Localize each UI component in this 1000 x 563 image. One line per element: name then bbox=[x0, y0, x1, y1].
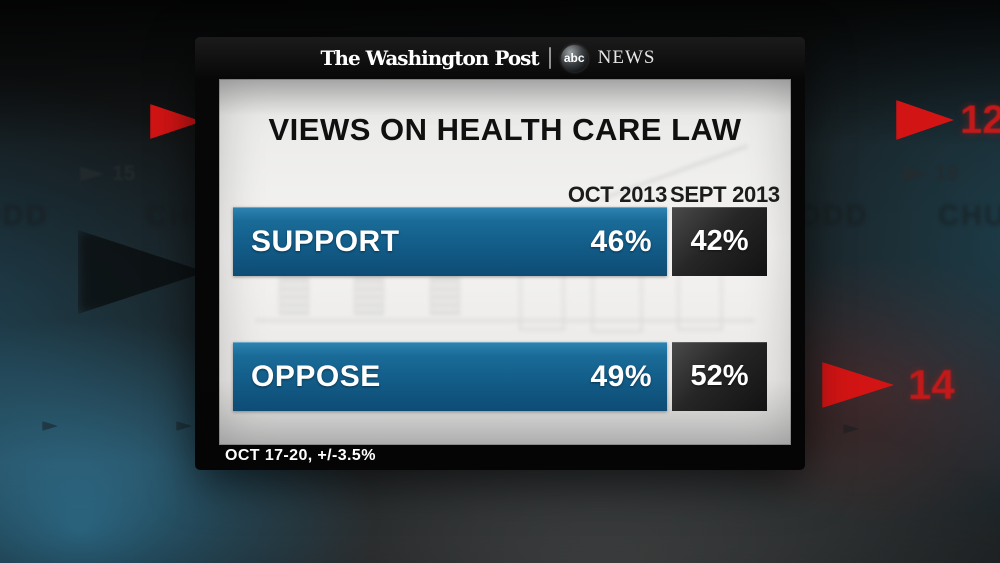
poll-graphic-panel: The Washington Post abc NEWS VIEWS ON HE… bbox=[195, 37, 805, 470]
logo-divider bbox=[548, 47, 551, 69]
oppose-bar: OPPOSE 49% bbox=[233, 342, 667, 411]
column-sketch bbox=[677, 267, 723, 331]
oppose-sept-box: 52% bbox=[672, 342, 767, 411]
play-icon bbox=[80, 166, 104, 182]
faint-play-marker: 19 bbox=[903, 162, 958, 186]
support-oct-value: 46% bbox=[590, 224, 652, 258]
play-icon bbox=[843, 424, 859, 434]
oppose-label: OPPOSE bbox=[251, 359, 381, 393]
background-text: ODD bbox=[0, 200, 49, 232]
window-sketch bbox=[432, 279, 458, 313]
abc-logo-icon: abc bbox=[560, 44, 588, 72]
base-line-sketch bbox=[255, 319, 755, 322]
poll-dates-margin-note: OCT 17-20, +/-3.5% bbox=[225, 447, 376, 464]
play-icon bbox=[903, 166, 927, 182]
column-header-sept-2013: SEPT 2013 bbox=[670, 182, 780, 207]
network-logo-bar: The Washington Post abc NEWS bbox=[183, 37, 793, 79]
washington-post-logo: The Washington Post bbox=[320, 46, 540, 70]
chart-area: VIEWS ON HEALTH CARE LAW OCT 2013 SEPT 2… bbox=[219, 79, 791, 445]
oppose-oct-value: 49% bbox=[590, 359, 652, 393]
column-header-oct-2013: OCT 2013 bbox=[567, 182, 667, 207]
abc-news-wordmark: NEWS bbox=[597, 47, 656, 68]
window-sketch bbox=[356, 279, 382, 313]
play-icon bbox=[42, 421, 58, 431]
chart-title: VIEWS ON HEALTH CARE LAW bbox=[268, 112, 742, 147]
support-bar: SUPPORT 46% bbox=[233, 207, 667, 276]
red-play-icon bbox=[896, 100, 954, 140]
play-icon bbox=[176, 421, 192, 431]
video-count-badge: 14 bbox=[908, 361, 955, 408]
video-count-badge: 12 bbox=[960, 98, 1000, 142]
red-play-icon bbox=[822, 362, 894, 408]
faint-play-marker: 15 bbox=[80, 162, 135, 186]
faint-count: 15 bbox=[112, 162, 136, 185]
column-sketch bbox=[519, 269, 565, 331]
background-text: CHU bbox=[938, 200, 1000, 232]
support-label: SUPPORT bbox=[251, 224, 400, 258]
oppose-sept-value: 52% bbox=[690, 360, 749, 392]
support-sept-value: 42% bbox=[690, 225, 749, 257]
background-text: ODD bbox=[798, 200, 869, 232]
support-sept-box: 42% bbox=[672, 207, 767, 276]
window-sketch bbox=[281, 279, 307, 313]
faint-count: 19 bbox=[935, 162, 959, 185]
blurred-play-icon bbox=[78, 230, 206, 314]
